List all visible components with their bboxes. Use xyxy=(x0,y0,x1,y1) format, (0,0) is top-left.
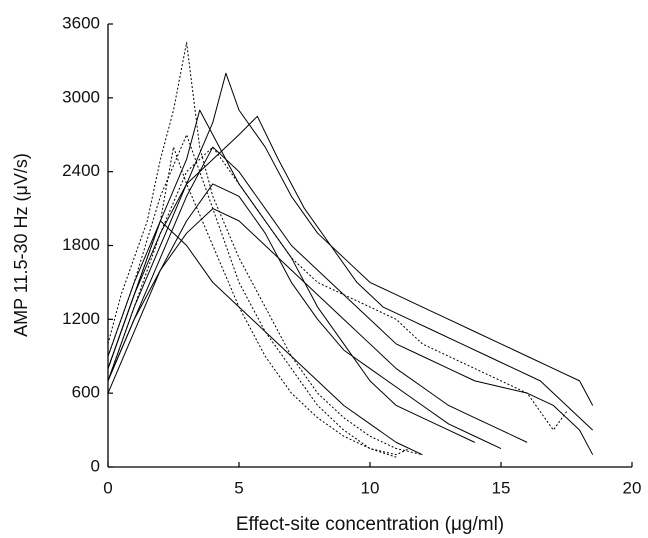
x-axis-label: Effect-site concentration (μg/ml) xyxy=(236,514,504,535)
series-line xyxy=(107,41,423,456)
series-line xyxy=(107,134,397,458)
y-axis-label: AMP 11.5-30 Hz (μV/s) xyxy=(11,153,31,337)
y-tick-label: 1800 xyxy=(62,235,100,254)
x-tick-label: 15 xyxy=(492,478,511,497)
y-tick-label: 600 xyxy=(72,383,100,402)
series-line xyxy=(107,208,528,443)
y-tick-label: 1200 xyxy=(62,309,100,328)
y-tick-label: 2400 xyxy=(62,161,100,180)
series-line xyxy=(107,115,594,431)
y-tick-label: 3000 xyxy=(62,87,100,106)
x-tick-label: 10 xyxy=(361,478,380,497)
series-line xyxy=(107,220,423,456)
x-tick-label: 20 xyxy=(623,478,642,497)
x-tick-label: 5 xyxy=(234,478,243,497)
series-line xyxy=(107,146,567,431)
y-tick-label: 0 xyxy=(91,456,100,475)
series-line xyxy=(107,146,594,455)
y-tick-label: 3600 xyxy=(62,13,100,32)
series-line xyxy=(107,72,594,406)
series-line xyxy=(107,146,410,456)
x-tick-label: 0 xyxy=(103,478,112,497)
series-line xyxy=(107,183,502,449)
